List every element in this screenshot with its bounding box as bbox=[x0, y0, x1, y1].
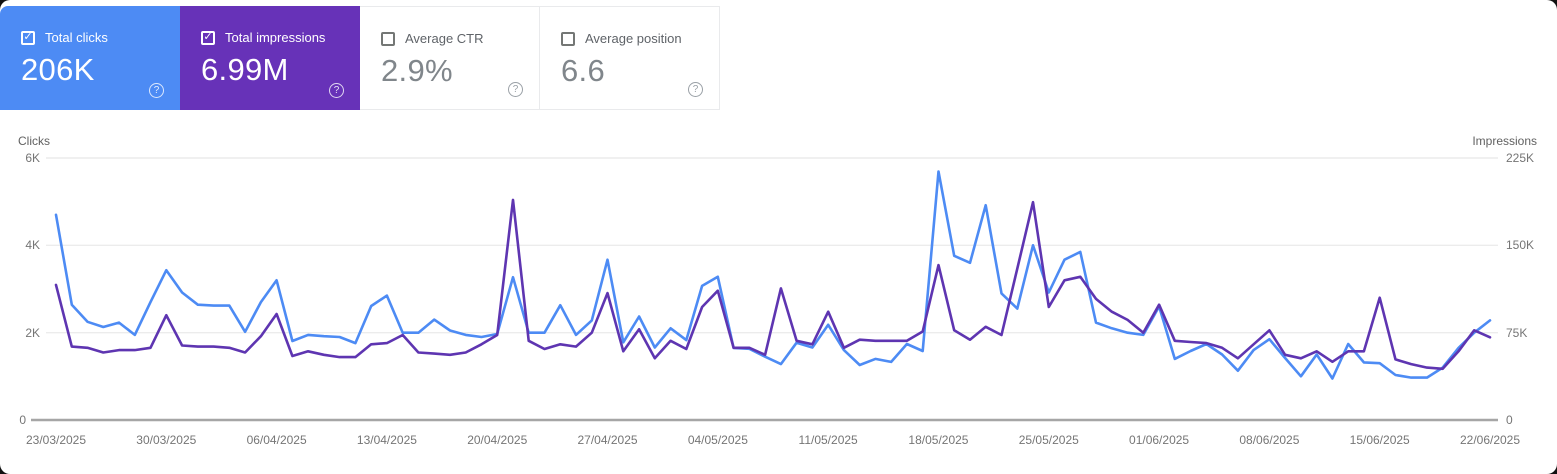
average-position-label: Average position bbox=[585, 31, 682, 46]
y-tick-left: 4K bbox=[25, 238, 40, 253]
average-position-value: 6.6 bbox=[561, 53, 605, 88]
x-tick-label: 23/03/2025 bbox=[25, 433, 87, 447]
x-tick-label: 11/05/2025 bbox=[798, 433, 858, 447]
card-header: ✓ Total impressions bbox=[201, 30, 325, 45]
x-tick-label: 06/04/2025 bbox=[246, 433, 307, 447]
average-ctr-label: Average CTR bbox=[405, 31, 484, 46]
x-tick-label: 30/03/2025 bbox=[136, 433, 197, 447]
y-tick-left: 6K bbox=[25, 151, 40, 165]
y-tick-right: 150K bbox=[1506, 238, 1535, 253]
metric-card-total-impressions[interactable]: ✓ Total impressions 6.99M ? bbox=[180, 6, 360, 110]
metric-card-total-clicks[interactable]: ✓ Total clicks 206K ? bbox=[0, 6, 180, 110]
total-impressions-line bbox=[54, 198, 1492, 371]
x-tick-label: 04/05/2025 bbox=[687, 433, 748, 447]
x-tick-label: 22/06/2025 bbox=[1459, 433, 1521, 447]
help-icon[interactable]: ? bbox=[329, 83, 344, 98]
help-icon[interactable]: ? bbox=[688, 82, 703, 97]
card-header: Average position bbox=[561, 31, 682, 46]
y-tick-right: 225K bbox=[1506, 151, 1535, 165]
right-axis-title: Impressions bbox=[1472, 134, 1537, 148]
x-tick-label: 01/06/2025 bbox=[1129, 433, 1190, 447]
card-header: ✓ Total clicks bbox=[21, 30, 108, 45]
help-icon[interactable]: ? bbox=[508, 82, 523, 97]
card-header: Average CTR bbox=[381, 31, 484, 46]
x-tick-label: 20/04/2025 bbox=[467, 433, 528, 447]
x-tick-label: 15/06/2025 bbox=[1349, 433, 1410, 447]
total-impressions-checkbox[interactable]: ✓ bbox=[201, 30, 215, 45]
y-tick-right: 0 bbox=[1506, 413, 1513, 427]
total-impressions-value: 6.99M bbox=[201, 52, 289, 87]
y-tick-right: 75K bbox=[1506, 325, 1528, 340]
x-tick-label: 08/06/2025 bbox=[1239, 433, 1300, 447]
total-clicks-label: Total clicks bbox=[45, 30, 108, 45]
average-position-checkbox[interactable] bbox=[561, 31, 575, 46]
total-clicks-line bbox=[54, 170, 1492, 380]
total-clicks-value: 206K bbox=[21, 52, 95, 87]
total-impressions-label: Total impressions bbox=[225, 30, 326, 45]
average-ctr-checkbox[interactable] bbox=[381, 31, 395, 46]
x-tick-label: 25/05/2025 bbox=[1018, 433, 1079, 447]
y-tick-left: 0 bbox=[19, 413, 26, 427]
total-clicks-checkbox[interactable]: ✓ bbox=[21, 30, 35, 45]
metric-card-average-position[interactable]: Average position 6.6 ? bbox=[540, 6, 720, 110]
x-tick-label: 18/05/2025 bbox=[908, 433, 969, 447]
metric-cards: ✓ Total clicks 206K ? ✓ Total impression… bbox=[0, 6, 720, 110]
average-ctr-value: 2.9% bbox=[381, 53, 453, 88]
help-icon[interactable]: ? bbox=[149, 83, 164, 98]
metric-card-average-ctr[interactable]: Average CTR 2.9% ? bbox=[360, 6, 540, 110]
checkmark-icon: ✓ bbox=[23, 31, 33, 43]
y-tick-left: 2K bbox=[25, 325, 40, 340]
checkmark-icon: ✓ bbox=[203, 31, 213, 43]
x-tick-label: 27/04/2025 bbox=[577, 433, 638, 447]
x-tick-label: 13/04/2025 bbox=[356, 433, 417, 447]
left-axis-title: Clicks bbox=[18, 134, 50, 148]
